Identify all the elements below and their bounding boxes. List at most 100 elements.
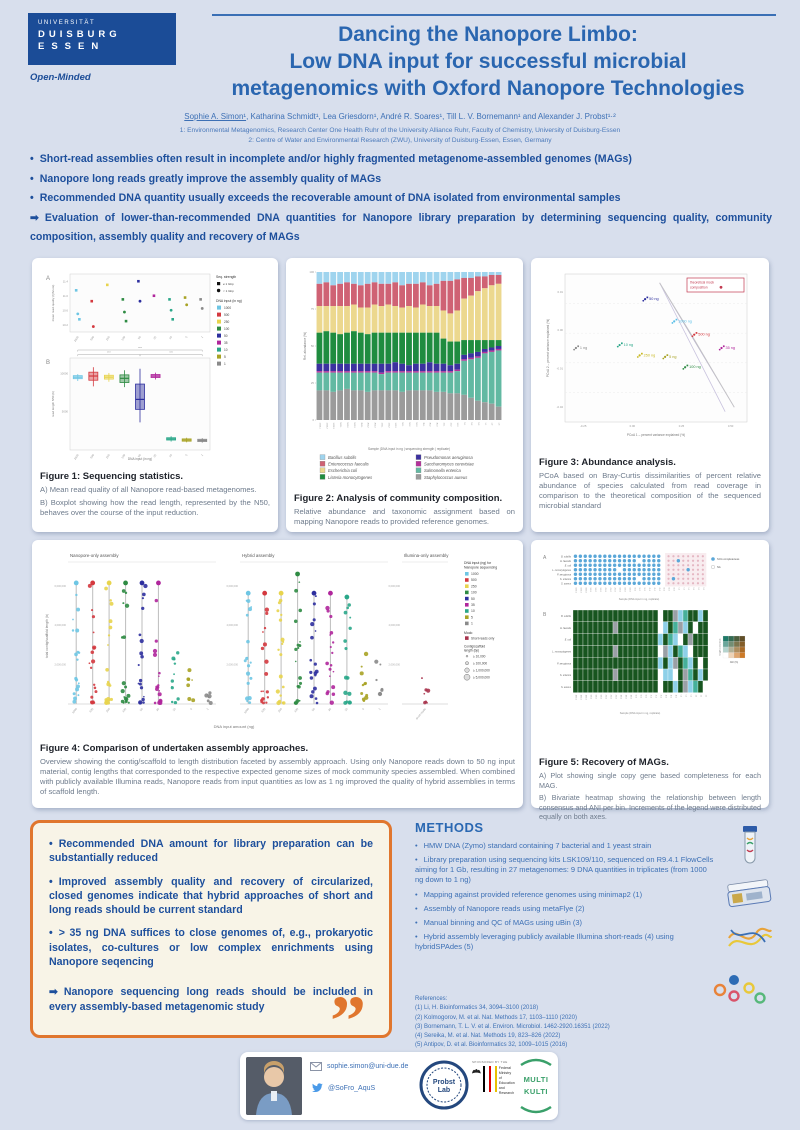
svg-text:1.1: 1.1 bbox=[484, 423, 486, 427]
svg-text:0.00: 0.00 bbox=[630, 424, 636, 428]
quote-mark-icon: ” bbox=[330, 981, 366, 1061]
svg-text:5: 5 bbox=[184, 453, 188, 457]
federal-eagle-icon bbox=[472, 1068, 481, 1074]
twitter-handle[interactable]: @SoFro_AquS bbox=[328, 1085, 376, 1092]
svg-text:Saccharomyces cerevisiae: Saccharomyces cerevisiae bbox=[424, 462, 474, 467]
svg-text:-0.25: -0.25 bbox=[580, 424, 587, 428]
svg-text:1.2: 1.2 bbox=[700, 695, 702, 697]
svg-text:5.1: 5.1 bbox=[463, 423, 465, 427]
svg-text:1000: 1000 bbox=[73, 335, 80, 343]
bullet-text: Improved assembly quality and recovery o… bbox=[49, 875, 373, 917]
svg-text:5.2: 5.2 bbox=[682, 588, 684, 590]
svg-text:composition: composition bbox=[690, 286, 708, 290]
svg-text:B. subtilis: B. subtilis bbox=[561, 555, 572, 558]
svg-text:4,000,000: 4,000,000 bbox=[54, 623, 66, 627]
svg-text:1000: 1000 bbox=[71, 707, 78, 715]
svg-text:1000 ng: 1000 ng bbox=[678, 319, 692, 323]
svg-text:≥ 1 Gbp: ≥ 1 Gbp bbox=[223, 282, 234, 286]
svg-text:100: 100 bbox=[309, 270, 314, 274]
bullet-text: Hybrid assembly leveraging publicly avai… bbox=[415, 931, 674, 951]
title-line: metagenomics with Oxford Nanopore Techno… bbox=[231, 76, 745, 100]
svg-text:B. subtilis: B. subtilis bbox=[561, 615, 572, 618]
svg-text:500.3: 500.3 bbox=[353, 423, 355, 429]
svg-text:Lab: Lab bbox=[438, 1087, 450, 1094]
svg-text:5: 5 bbox=[361, 707, 365, 711]
svg-text:50.2: 50.2 bbox=[638, 588, 640, 591]
svg-text:DNA input (in ng): DNA input (in ng) bbox=[128, 457, 152, 461]
sponsored-by-label: SPONSORED BY THE bbox=[472, 1060, 508, 1064]
svg-text:35.3: 35.3 bbox=[436, 423, 438, 428]
svg-text:5 ng: 5 ng bbox=[669, 355, 676, 359]
svg-text:≥ 10,000: ≥ 10,000 bbox=[473, 654, 486, 658]
svg-text:500.1: 500.1 bbox=[589, 588, 591, 592]
svg-text:250: 250 bbox=[105, 335, 111, 341]
svg-text:P. aeruginosa: P. aeruginosa bbox=[557, 663, 572, 665]
probstlab-logo: Probst Lab bbox=[418, 1059, 470, 1116]
method-item: • Mapping against provided reference geno… bbox=[415, 890, 715, 900]
svg-text:100: 100 bbox=[471, 591, 477, 595]
svg-text:100: 100 bbox=[224, 327, 230, 331]
figure-caption: PCoA based on Bray-Curtis dissimilaritie… bbox=[539, 471, 761, 511]
svg-text:500.2: 500.2 bbox=[594, 588, 596, 592]
svg-text:5.2: 5.2 bbox=[685, 695, 687, 697]
svg-text:250: 250 bbox=[105, 453, 111, 459]
svg-text:E. faecalis: E. faecalis bbox=[560, 628, 571, 630]
svg-text:1 ng: 1 ng bbox=[580, 346, 587, 350]
svg-text:35: 35 bbox=[152, 453, 157, 458]
svg-text:500.3: 500.3 bbox=[600, 695, 602, 699]
svg-text:1.2: 1.2 bbox=[491, 423, 493, 427]
svg-text:10.2: 10.2 bbox=[668, 588, 670, 591]
svg-text:100: 100 bbox=[120, 453, 126, 459]
svg-text:0.00: 0.00 bbox=[558, 328, 564, 332]
svg-text:11.0: 11.0 bbox=[63, 294, 69, 298]
svg-text:-0.01: -0.01 bbox=[557, 367, 564, 371]
bullet-marker: • bbox=[49, 875, 53, 888]
svg-text:B: B bbox=[543, 612, 547, 618]
bmbf-logo: SPONSORED BY THE Federal Ministry of Edu… bbox=[472, 1060, 516, 1096]
svg-text:2,000,000: 2,000,000 bbox=[226, 663, 238, 667]
figure-caption: A) Mean read quality of all Nanopore rea… bbox=[40, 485, 257, 494]
svg-text:1: 1 bbox=[471, 622, 473, 626]
svg-text:1: 1 bbox=[200, 453, 204, 457]
svg-text:5: 5 bbox=[224, 355, 226, 359]
svg-text:50.1: 50.1 bbox=[401, 423, 403, 428]
figure3-card: 50 ng 1000 ng 500 ng 35 ng 100 ng 5 ng 250 ng 1… bbox=[531, 258, 769, 532]
svg-text:1000: 1000 bbox=[471, 572, 479, 576]
svg-text:50.3: 50.3 bbox=[645, 695, 647, 698]
svg-text:KULTI: KULTI bbox=[524, 1087, 548, 1096]
svg-text:10: 10 bbox=[168, 335, 173, 340]
references: References: (1) Li, H. Bioinformatics 34,… bbox=[415, 995, 695, 1051]
svg-text:Sample (DNA input in ng, repli: Sample (DNA input in ng, replicate) bbox=[619, 597, 660, 601]
figure5-card: A B. subtilis E. faecalis E. coli L. monocyt… bbox=[531, 540, 769, 821]
svg-text:50: 50 bbox=[311, 707, 316, 712]
figure-caption: Relative abundance and taxonomic assignm… bbox=[294, 507, 515, 527]
svg-text:1000.1: 1000.1 bbox=[574, 588, 576, 593]
svg-text:500.1: 500.1 bbox=[339, 423, 341, 429]
svg-text:500: 500 bbox=[224, 313, 230, 317]
bullet-marker: • bbox=[49, 927, 53, 940]
figure-title: Figure 1: Sequencing statistics. bbox=[40, 471, 184, 482]
logo-line: UNIVERSITÄT bbox=[38, 20, 96, 26]
portrait-photo bbox=[246, 1057, 302, 1115]
svg-text:500.1: 500.1 bbox=[590, 695, 592, 699]
svg-text:50.2: 50.2 bbox=[640, 695, 642, 698]
svg-text:250.3: 250.3 bbox=[614, 588, 616, 592]
email-text[interactable]: sophie.simon@uni-due.de bbox=[327, 1063, 409, 1070]
svg-text:4,000,000: 4,000,000 bbox=[226, 623, 238, 627]
svg-text:35 ng: 35 ng bbox=[726, 346, 736, 350]
svg-text:35.1: 35.1 bbox=[648, 588, 650, 591]
svg-text:50: 50 bbox=[471, 597, 475, 601]
method-item: • Hybrid assembly leveraging publicly ava… bbox=[415, 932, 715, 952]
svg-text:250.3: 250.3 bbox=[374, 423, 376, 429]
svg-text:25: 25 bbox=[311, 381, 315, 385]
svg-text:5.1: 5.1 bbox=[677, 588, 679, 590]
svg-text:1.3: 1.3 bbox=[705, 695, 707, 697]
svg-text:6,000,000: 6,000,000 bbox=[226, 584, 238, 588]
affiliation-line: 2: Centre of Water and Environmental Res… bbox=[248, 136, 552, 144]
svg-text:35: 35 bbox=[471, 603, 475, 607]
svg-text:50: 50 bbox=[137, 335, 142, 340]
title-rule bbox=[212, 14, 776, 16]
method-item: • Manual binning and QC of MAGs using uBi… bbox=[415, 918, 715, 928]
method-item: • HMW DNA (Zymo) standard containing 7 ba… bbox=[415, 841, 715, 851]
